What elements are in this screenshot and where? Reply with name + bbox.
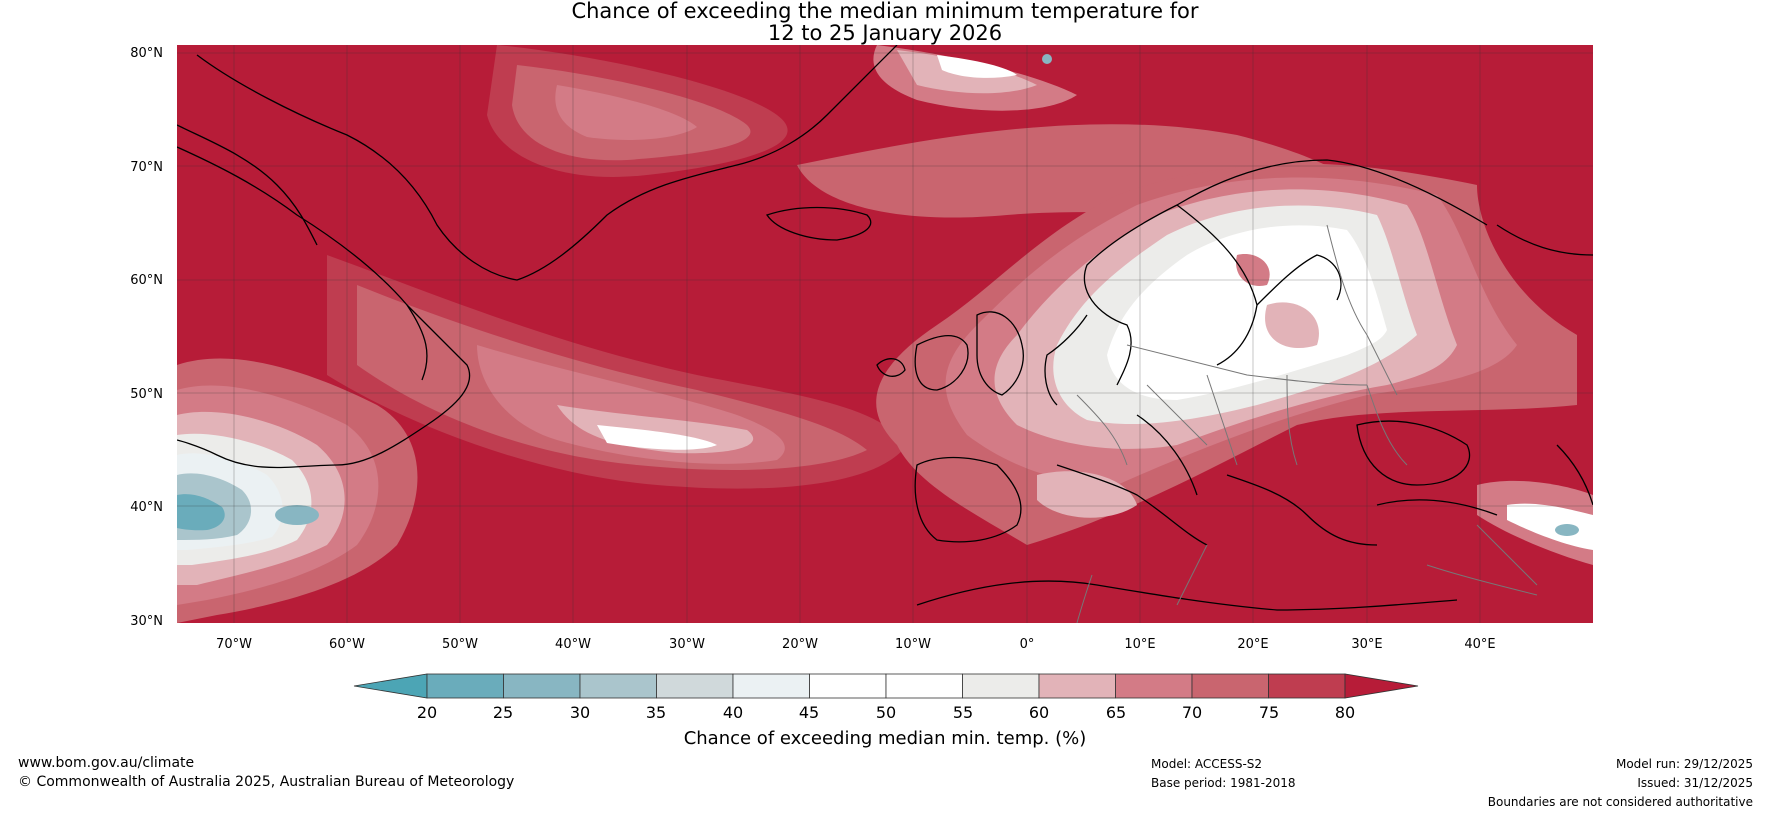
footer-issued: Issued: 31/12/2025 bbox=[1637, 776, 1753, 790]
colorbar-segment bbox=[426, 673, 504, 699]
footer-copyright: © Commonwealth of Australia 2025, Austra… bbox=[18, 774, 515, 790]
colorbar-segment bbox=[579, 673, 657, 699]
coastlines bbox=[177, 45, 1593, 611]
colorbar-segment bbox=[1191, 673, 1269, 699]
colorbar-tick-30: 30 bbox=[569, 703, 591, 722]
colorbar-segment bbox=[1038, 673, 1116, 699]
lon-label-10e: 10°E bbox=[1124, 637, 1156, 652]
lon-label-30w: 30°W bbox=[669, 637, 705, 652]
colorbar-segment bbox=[1115, 673, 1193, 699]
footer-boundaries-note: Boundaries are not considered authoritat… bbox=[1487, 795, 1753, 809]
colorbar-segment bbox=[656, 673, 734, 699]
colorbar-tick-75: 75 bbox=[1258, 703, 1280, 722]
lon-label-60w: 60°W bbox=[329, 637, 365, 652]
lon-label-70w: 70°W bbox=[216, 637, 252, 652]
lon-label-20w: 20°W bbox=[782, 637, 818, 652]
footer-url: www.bom.gov.au/climate bbox=[18, 755, 195, 771]
north-america-anomaly bbox=[177, 358, 418, 623]
lat-label-80n: 80°N bbox=[130, 46, 163, 61]
borders bbox=[1076, 224, 1538, 623]
map-title-line-2: 12 to 25 January 2026 bbox=[767, 21, 1003, 45]
colorbar-label: Chance of exceeding median min. temp. (%… bbox=[683, 728, 1087, 749]
colorbar-tick-60: 60 bbox=[1028, 703, 1050, 722]
lat-label-40n: 40°N bbox=[130, 500, 163, 515]
lon-label-20e: 20°E bbox=[1237, 637, 1269, 652]
probability-map bbox=[177, 45, 1593, 623]
colorbar-tick-25: 25 bbox=[492, 703, 514, 722]
colorbar-segment bbox=[1268, 673, 1346, 699]
colorbar-segment bbox=[503, 673, 581, 699]
lat-label-60n: 60°N bbox=[130, 273, 163, 288]
colorbar-tick-80: 80 bbox=[1334, 703, 1356, 722]
lat-label-50n: 50°N bbox=[130, 387, 163, 402]
lat-label-30n: 30°N bbox=[130, 614, 163, 629]
map-title-line-1: Chance of exceeding the median minimum t… bbox=[571, 0, 1199, 23]
colorbar-segment bbox=[962, 673, 1040, 699]
colorbar-tick-55: 55 bbox=[952, 703, 974, 722]
graticule bbox=[177, 45, 1593, 623]
footer-base-period: Base period: 1981-2018 bbox=[1151, 776, 1296, 790]
colorbar-segment bbox=[809, 673, 887, 699]
colorbar-tick-20: 20 bbox=[416, 703, 438, 722]
colorbar-extend-low bbox=[353, 673, 428, 699]
colorbar-tick-65: 65 bbox=[1105, 703, 1127, 722]
atlantic-band bbox=[327, 255, 907, 489]
lon-label-0: 0° bbox=[1019, 637, 1035, 652]
colorbar-tick-50: 50 bbox=[875, 703, 897, 722]
colorbar-segment bbox=[732, 673, 810, 699]
colorbar-tick-70: 70 bbox=[1181, 703, 1203, 722]
lon-label-40e: 40°E bbox=[1464, 637, 1496, 652]
colorbar-extend-high bbox=[1344, 673, 1419, 699]
colorbar bbox=[353, 673, 1419, 699]
colorbar-tick-45: 45 bbox=[798, 703, 820, 722]
middle-east-anomaly bbox=[1477, 480, 1593, 565]
colorbar-tick-40: 40 bbox=[722, 703, 744, 722]
colorbar-tick-35: 35 bbox=[645, 703, 667, 722]
lon-label-30e: 30°E bbox=[1351, 637, 1383, 652]
lon-label-10w: 10°W bbox=[895, 637, 931, 652]
colorbar-segment bbox=[885, 673, 963, 699]
lon-label-40w: 40°W bbox=[555, 637, 591, 652]
footer-model-run: Model run: 29/12/2025 bbox=[1615, 757, 1753, 771]
footer-model: Model: ACCESS-S2 bbox=[1151, 757, 1263, 771]
map-canvas bbox=[177, 45, 1593, 623]
lon-label-50w: 50°W bbox=[442, 637, 478, 652]
lat-label-70n: 70°N bbox=[130, 160, 163, 175]
